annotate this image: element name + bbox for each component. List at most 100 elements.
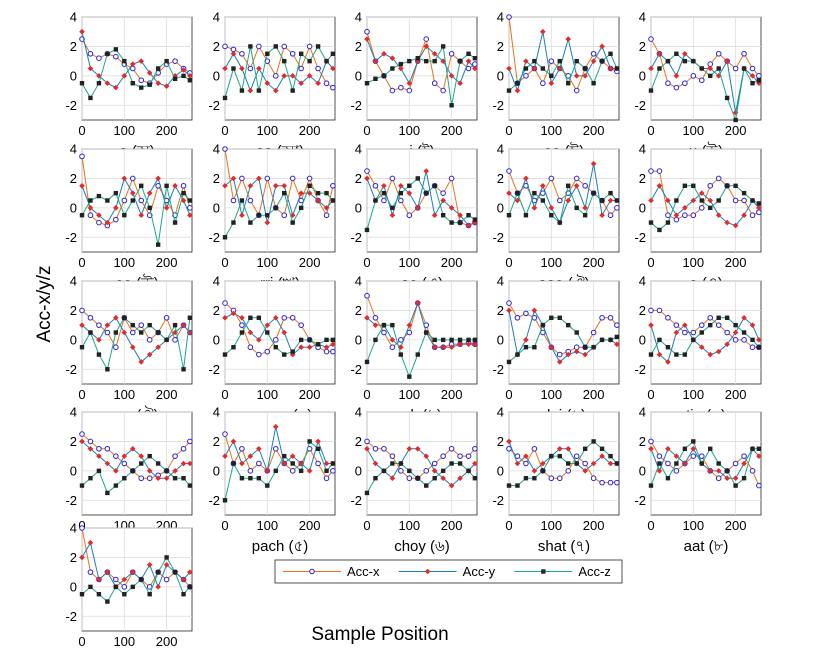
data-point-acc-z [457, 220, 463, 225]
data-point-acc-x [698, 77, 705, 84]
data-point-acc-x [707, 61, 714, 67]
data-point-acc-y [289, 212, 296, 219]
data-point-acc-z [130, 198, 135, 203]
data-point-acc-y [573, 182, 580, 189]
data-point-acc-z [591, 439, 596, 444]
data-point-acc-y [707, 197, 714, 204]
data-point-acc-z [164, 58, 169, 64]
data-point-acc-z [113, 190, 119, 196]
data-point-acc-x [372, 182, 379, 189]
data-point-acc-x [749, 344, 756, 351]
data-point-acc-y [104, 219, 111, 226]
data-point-acc-z [307, 337, 312, 343]
data-point-acc-z [88, 95, 93, 101]
y-tick-label: -2 [634, 362, 646, 377]
data-point-acc-y [556, 445, 563, 452]
data-point-acc-x [573, 344, 580, 351]
panel-title: choy (৬) [394, 538, 450, 555]
data-point-acc-x [104, 445, 111, 452]
y-tick-label: 4 [639, 142, 646, 157]
data-point-acc-z [248, 476, 253, 481]
data-point-acc-y [690, 197, 697, 204]
y-tick-label: 2 [639, 434, 646, 449]
data-point-acc-y [715, 212, 722, 219]
data-point-acc-y [531, 307, 538, 314]
data-point-acc-x [230, 197, 237, 204]
data-point-acc-x [172, 337, 178, 343]
data-point-acc-x [163, 314, 170, 321]
data-point-acc-z [130, 322, 135, 328]
y-tick-label: 4 [497, 10, 504, 25]
data-point-acc-y [523, 453, 529, 459]
data-point-acc-z [398, 352, 404, 357]
data-point-acc-y [289, 453, 296, 459]
data-point-acc-y [523, 175, 529, 182]
panel-3: 420-20100200ee (ঈ) [492, 10, 620, 160]
data-point-acc-x [440, 87, 446, 94]
y-tick-label: 2 [497, 171, 504, 186]
panel-frame [81, 148, 193, 253]
data-point-acc-z [756, 446, 762, 451]
data-point-acc-x [582, 460, 588, 467]
data-point-acc-y [599, 43, 605, 50]
data-point-acc-x [749, 468, 756, 474]
data-point-acc-z [172, 476, 178, 481]
data-point-acc-z [113, 483, 119, 488]
data-point-acc-x [281, 314, 288, 321]
data-point-acc-y [306, 344, 313, 351]
data-point-acc-z [566, 81, 571, 86]
data-point-acc-x [330, 182, 336, 189]
x-tick-label: 100 [682, 255, 704, 270]
data-point-acc-y [239, 460, 245, 467]
data-point-acc-z [716, 198, 721, 203]
data-point-acc-x [96, 322, 102, 328]
x-tick-label: 0 [221, 255, 228, 270]
data-point-acc-y [230, 50, 237, 57]
data-point-acc-y [531, 468, 538, 474]
data-point-acc-z [147, 453, 152, 459]
data-point-acc-z [231, 461, 236, 466]
data-point-acc-y [187, 212, 193, 219]
data-point-acc-x [87, 50, 94, 57]
panel-frame [81, 16, 193, 121]
data-point-acc-y [573, 348, 580, 355]
data-point-acc-y [472, 341, 478, 348]
y-tick-label: 4 [497, 142, 504, 157]
data-point-acc-y [523, 337, 529, 343]
data-point-acc-x [682, 329, 688, 336]
data-point-acc-x [741, 337, 747, 343]
data-point-acc-z [282, 58, 287, 64]
data-point-acc-z [187, 198, 193, 203]
data-point-acc-x [113, 216, 119, 223]
panel-5: 420-20100200oo (ঊ) [65, 142, 193, 292]
data-point-acc-x [673, 322, 680, 328]
data-point-acc-y [724, 219, 730, 226]
data-point-acc-z [96, 352, 102, 357]
y-tick-label: 0 [70, 463, 77, 478]
data-point-acc-z [298, 51, 304, 56]
data-point-acc-z [398, 461, 404, 466]
y-tick-label: 2 [213, 171, 220, 186]
data-point-acc-z [172, 220, 178, 225]
data-point-acc-y [138, 359, 145, 365]
y-tick-label: 0 [639, 463, 646, 478]
x-tick-label: 200 [725, 123, 747, 138]
y-tick-label: 0 [355, 463, 362, 478]
x-tick-label: 200 [299, 518, 321, 533]
data-point-acc-y [330, 65, 336, 72]
data-point-acc-z [540, 468, 546, 474]
data-point-acc-z [222, 235, 228, 240]
data-point-acc-x [506, 14, 512, 20]
y-tick-label: 2 [639, 39, 646, 54]
data-point-acc-z [364, 227, 370, 233]
data-point-acc-z [657, 227, 662, 233]
data-point-acc-z [691, 58, 696, 64]
data-point-acc-z [324, 468, 329, 474]
data-point-acc-z [139, 183, 144, 188]
x-tick-label: 100 [540, 518, 562, 533]
data-point-acc-y [155, 584, 161, 590]
panel-series [222, 300, 336, 358]
data-point-acc-z [457, 337, 463, 343]
data-point-acc-y [756, 453, 762, 459]
